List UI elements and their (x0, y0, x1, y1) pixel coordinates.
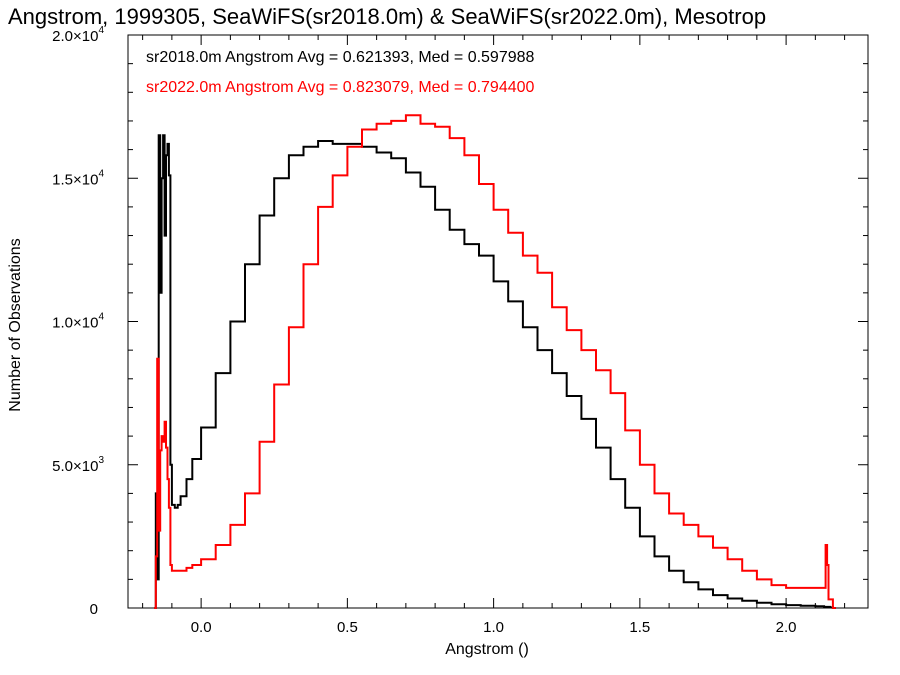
y-tick-label: 0 (90, 601, 98, 618)
chart-title: Angstrom, 1999305, SeaWiFS(sr2018.0m) & … (8, 4, 766, 29)
series-sr2022-line (154, 114, 836, 609)
x-axis: 0.0 0.5 1.0 1.5 2.0 (142, 35, 846, 636)
series-layer (154, 114, 836, 609)
x-tick-label: 0.5 (337, 619, 358, 636)
series-sr2018-line (154, 134, 836, 609)
y-axis: 0 5.0×103 1.0×104 1.5×104 2.0×104 (52, 25, 868, 618)
x-tick-label: 1.0 (483, 619, 504, 636)
x-tick-label: 1.5 (629, 619, 650, 636)
y-tick-label: 1.0×104 (52, 312, 104, 332)
y-tick-label: 5.0×103 (52, 455, 104, 475)
stats-line-sr2018: sr2018.0m Angstrom Avg = 0.621393, Med =… (146, 49, 535, 66)
x-axis-label: Angstrom () (445, 641, 529, 658)
y-tick-label: 2.0×104 (52, 25, 104, 45)
x-tick-label: 0.0 (191, 619, 212, 636)
x-tick-label: 2.0 (776, 619, 797, 636)
y-tick-label: 1.5×104 (52, 168, 104, 188)
y-axis-label: Number of Observations (7, 238, 24, 411)
stats-line-sr2022: sr2022.0m Angstrom Avg = 0.823079, Med =… (146, 79, 535, 96)
